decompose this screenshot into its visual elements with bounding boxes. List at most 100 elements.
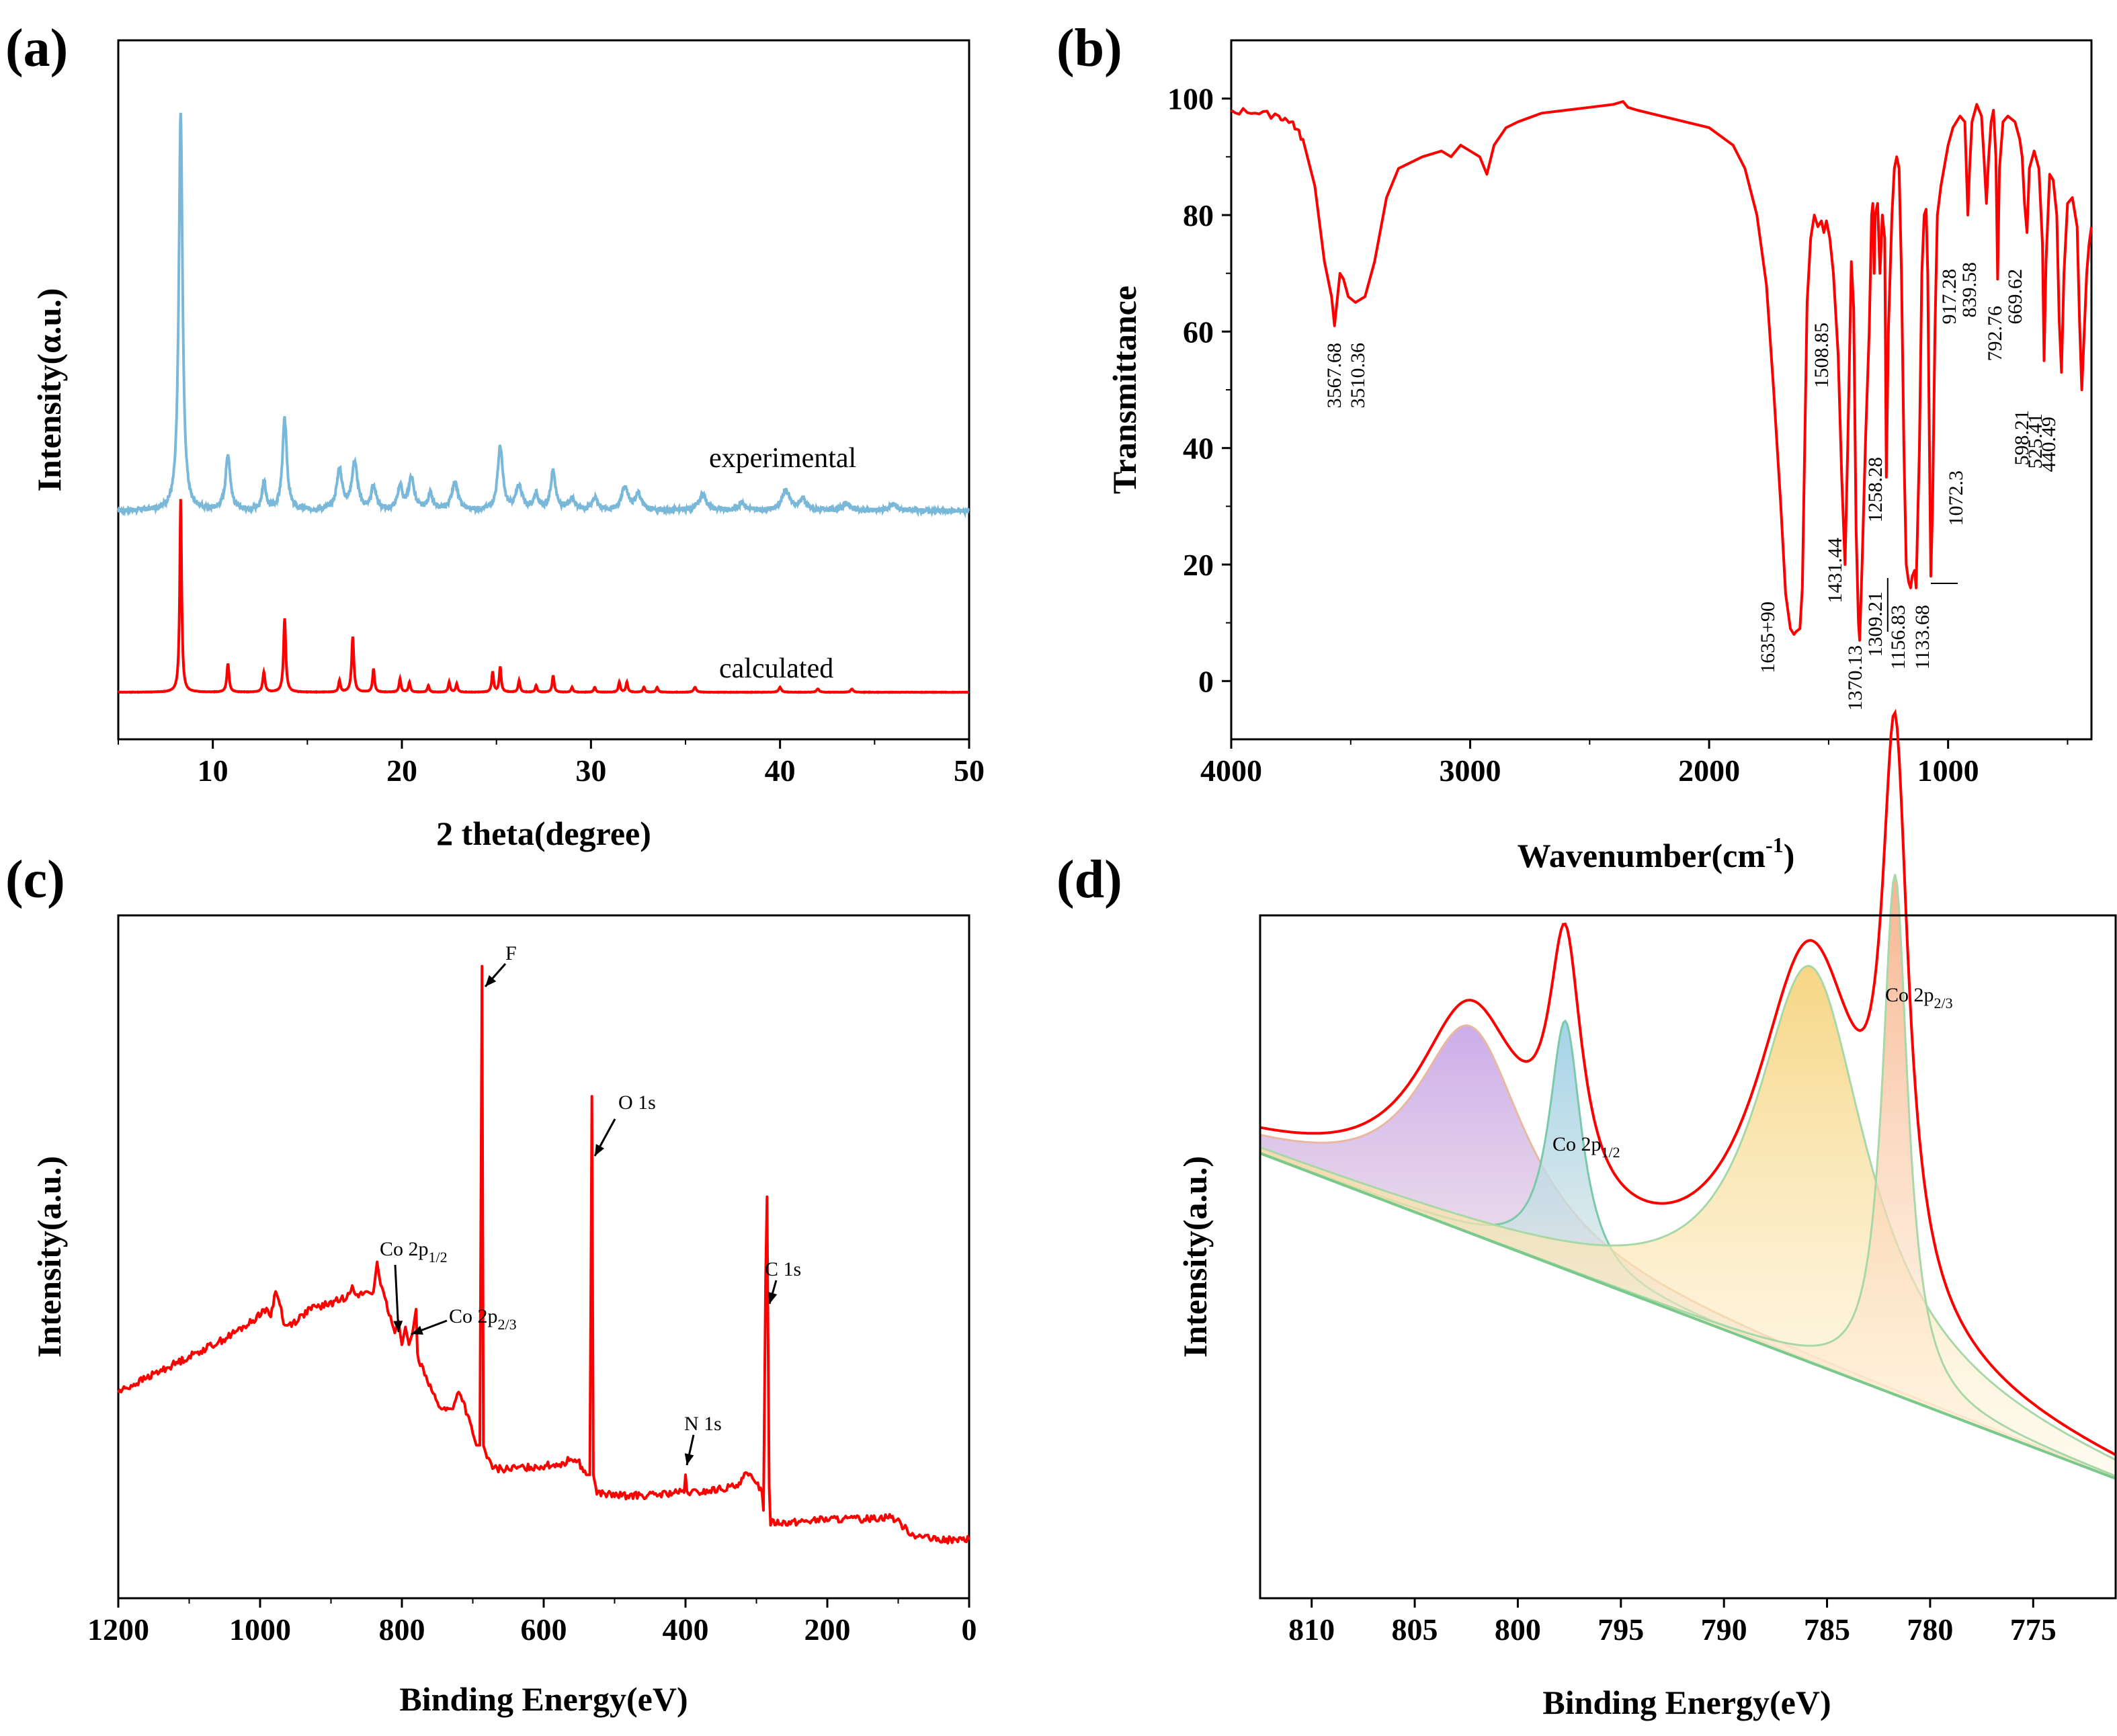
panel-a: (a) 10 20 30 40 50 experimental calculated 2…: [5, 19, 985, 852]
x-tick-label: 20: [386, 753, 417, 788]
panel-c-xticks: 1200 1000 800 600 400 200 0: [87, 1598, 977, 1647]
annotation-N1s: N 1s: [684, 1413, 722, 1435]
x-tick-label: 775: [2010, 1612, 2057, 1647]
x-tick-label: 795: [1597, 1612, 1644, 1647]
peak-label: 1072.3: [1945, 470, 1967, 526]
panel-c: (c) 1200 1000 800 600 400 200 0 F O 1s C 1s N 1s C…: [5, 850, 977, 1718]
x-tick-label: 805: [1392, 1612, 1438, 1647]
x-tick-label: 50: [954, 753, 985, 788]
panel-a-xticks: 10 20 30 40 50: [118, 739, 985, 788]
panel-c-frame: [117, 914, 970, 1600]
arrow-head: [393, 1321, 403, 1332]
panel-b-ticks: 4000 3000 2000 1000 0 20 40 60 80 100: [1167, 82, 2069, 788]
panel-d-xlabel: Binding Energy(eV): [1542, 1684, 1831, 1721]
x-tick-label: 810: [1288, 1612, 1335, 1647]
x-tick-label: 2000: [1678, 753, 1740, 788]
experimental-label: experimental: [709, 443, 856, 474]
component-fill: [1260, 874, 2116, 1479]
panel-d: (d) 810 805 800 795 790 785 780 775 Co 2p1/2Co …: [1056, 708, 2117, 1721]
x-tick-label: 200: [804, 1612, 851, 1647]
experimental-line: [117, 112, 970, 519]
annotation-F: F: [505, 942, 517, 964]
panel-c-label: (c): [5, 850, 65, 909]
panel-c-plot: [117, 964, 970, 1545]
arrow-head: [767, 1292, 778, 1304]
component-line: [1259, 964, 2116, 1461]
x-tick-label: 3000: [1440, 753, 1501, 788]
annotation-O1s: O 1s: [618, 1091, 656, 1114]
peak-label: 1258.28: [1864, 457, 1886, 523]
x-tick-label: 400: [663, 1612, 709, 1647]
envelope-line: [1259, 708, 2116, 1456]
arrow-head: [684, 1453, 694, 1465]
panel-c-ylabel: Intensity(a.u.): [30, 1156, 68, 1358]
panel-b-label: (b): [1056, 19, 1122, 78]
peak-label: 3510.36: [1347, 343, 1369, 409]
annotation-sub: 2/3: [498, 1316, 517, 1333]
arrow-line: [394, 1264, 400, 1333]
ftir-line: [1230, 100, 2093, 642]
annotation-C1s: C 1s: [765, 1258, 801, 1280]
peak-label: 1370.13: [1844, 645, 1866, 711]
x-tick-label: 800: [379, 1612, 425, 1647]
peak-label: 598.21: [2011, 410, 2033, 466]
annotation-sub: 1/2: [1602, 1144, 1620, 1161]
x-tick-label: 785: [1804, 1612, 1850, 1647]
arrow-head: [411, 1325, 423, 1335]
panel-d-label: (d): [1056, 850, 1122, 909]
peak-label: 1635+90: [1757, 602, 1779, 673]
x-tick-label: 10: [198, 753, 229, 788]
peak-label: 1309.21: [1864, 591, 1886, 657]
x-tick-label: 4000: [1200, 753, 1262, 788]
y-tick-label: 40: [1183, 431, 1214, 466]
panel-d-xticks: 810 805 800 795 790 785 780 775: [1288, 1598, 2057, 1647]
x-tick-label: 40: [765, 753, 796, 788]
annotation-sub: 2/3: [1934, 995, 1953, 1011]
y-tick-label: 80: [1183, 198, 1214, 233]
x-tick-label: 790: [1701, 1612, 1747, 1647]
panel-a-frame: [117, 39, 970, 741]
panel-d-plot: [1259, 708, 2116, 1480]
calculated-line: [117, 499, 969, 694]
arrow-head: [595, 1144, 605, 1156]
peak-label: 839.58: [1958, 262, 1981, 318]
x-tick-label: 0: [962, 1612, 977, 1647]
peak-label: 792.76: [1984, 306, 2006, 362]
annotation-Co2p12: Co 2p1/2: [380, 1238, 448, 1266]
arrow-head: [485, 975, 497, 987]
panel-a-ylabel: Intensity(α.u.): [30, 288, 68, 492]
xps-survey-line: [117, 964, 970, 1545]
panel-a-plot: [117, 112, 970, 694]
panel-b: (b) 4000 3000 2000 1000 0 20 40 60 80 100 3567.68…: [1056, 19, 2093, 874]
background-line: [1259, 1152, 2116, 1480]
peak-label: 1508.85: [1811, 323, 1833, 388]
y-tick-label: 0: [1198, 664, 1214, 698]
panel-a-label: (a): [5, 19, 68, 78]
peak-label: 3567.68: [1323, 343, 1345, 409]
peak-label: 1156.83: [1887, 605, 1909, 669]
y-tick-label: 60: [1183, 315, 1214, 349]
peak-label: 1431.44: [1824, 538, 1846, 604]
peak-label: 669.62: [2004, 269, 2026, 325]
panel-d-ylabel: Intensity(a.u.): [1176, 1156, 1214, 1358]
annotation-sub: 1/2: [429, 1249, 448, 1266]
x-tick-label: 780: [1907, 1612, 1953, 1647]
panel-b-xlabel: Wavenumber(cm-1): [1518, 833, 1795, 874]
panel-a-xlabel: 2 theta(degree): [436, 815, 651, 852]
panel-b-ylabel: Transmittance: [1106, 286, 1143, 494]
calculated-label: calculated: [719, 653, 833, 684]
y-tick-label: 20: [1183, 548, 1214, 582]
x-tick-label: 600: [521, 1612, 567, 1647]
x-tick-label: 1200: [87, 1612, 149, 1647]
peak-label: 440.49: [2038, 417, 2060, 472]
peak-label: 1133.68: [1911, 605, 1934, 669]
x-tick-label: 800: [1495, 1612, 1541, 1647]
peak-label: 525.41: [2024, 413, 2046, 469]
panel-b-plot: [1230, 100, 2093, 642]
panel-c-xlabel: Binding Energy(eV): [399, 1680, 688, 1718]
panel-b-peak-labels: 3567.68 3510.36 1635+90 1508.85 1431.44 1370.…: [1323, 262, 2060, 711]
x-tick-label: 30: [575, 753, 606, 788]
peak-label: 917.28: [1938, 269, 1960, 325]
y-tick-label: 100: [1167, 82, 1214, 116]
x-tick-label: 1000: [229, 1612, 291, 1647]
